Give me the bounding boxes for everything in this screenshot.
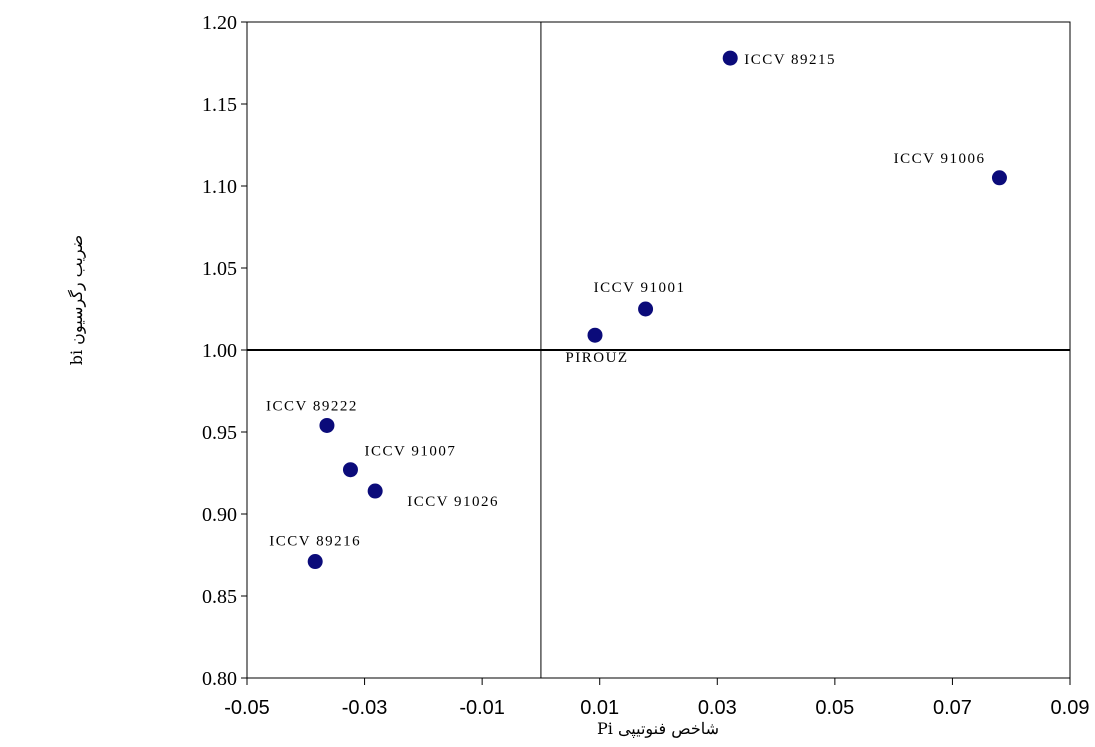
y-tick-label: 1.10 [202, 176, 237, 198]
x-axis-label: شاخص فنوتیپی Pi [597, 719, 719, 738]
point-label: PIROUZ [565, 350, 628, 366]
point-label: ICCV 89215 [744, 52, 836, 68]
data-point [319, 417, 335, 433]
y-tick-label: 1.05 [202, 258, 237, 280]
point-label: ICCV 89222 [266, 398, 358, 414]
point-label: ICCV 91001 [594, 280, 686, 296]
data-point [638, 301, 654, 317]
x-tick-label: -0.03 [342, 697, 388, 719]
x-tick-label: 0.09 [1051, 697, 1090, 719]
x-tick-label: -0.05 [224, 697, 270, 719]
point-label: ICCV 91026 [407, 494, 499, 510]
y-tick-label: 1.00 [202, 340, 237, 362]
data-point [587, 327, 603, 343]
y-tick-label: 0.90 [202, 504, 237, 526]
point-label: ICCV 91007 [365, 444, 457, 460]
x-tick-label: -0.01 [459, 697, 505, 719]
data-point [342, 462, 358, 478]
y-tick-label: 0.80 [202, 668, 237, 690]
x-axis: -0.05 -0.03 -0.01 0.01 0.03 0.05 0.07 0.09 [224, 678, 1089, 719]
y-axis: 0.80 0.85 0.90 0.95 1.00 1.05 1.10 1.15 1.20 [202, 12, 247, 690]
y-axis-label: ضریب رگرسیون bi [67, 235, 86, 366]
x-tick-label: 0.07 [933, 697, 972, 719]
data-point [307, 554, 323, 570]
data-point [367, 483, 383, 499]
data-point [991, 170, 1007, 186]
x-tick-label: 0.01 [580, 697, 619, 719]
y-tick-label: 0.85 [202, 586, 237, 608]
data-point [722, 50, 738, 66]
x-tick-label: 0.05 [815, 697, 854, 719]
y-tick-label: 1.15 [202, 94, 237, 116]
y-tick-label: 1.20 [202, 12, 237, 34]
point-label: ICCV 89216 [269, 534, 361, 550]
data-points: ICCV 89215 ICCV 91006 ICCV 91001 PIROUZ ICCV… [266, 50, 1007, 570]
y-tick-label: 0.95 [202, 422, 237, 444]
y-axis-label-text: ضریب رگرسیون bi [67, 235, 86, 366]
x-tick-label: 0.03 [698, 697, 737, 719]
point-label: ICCV 91006 [894, 151, 986, 167]
